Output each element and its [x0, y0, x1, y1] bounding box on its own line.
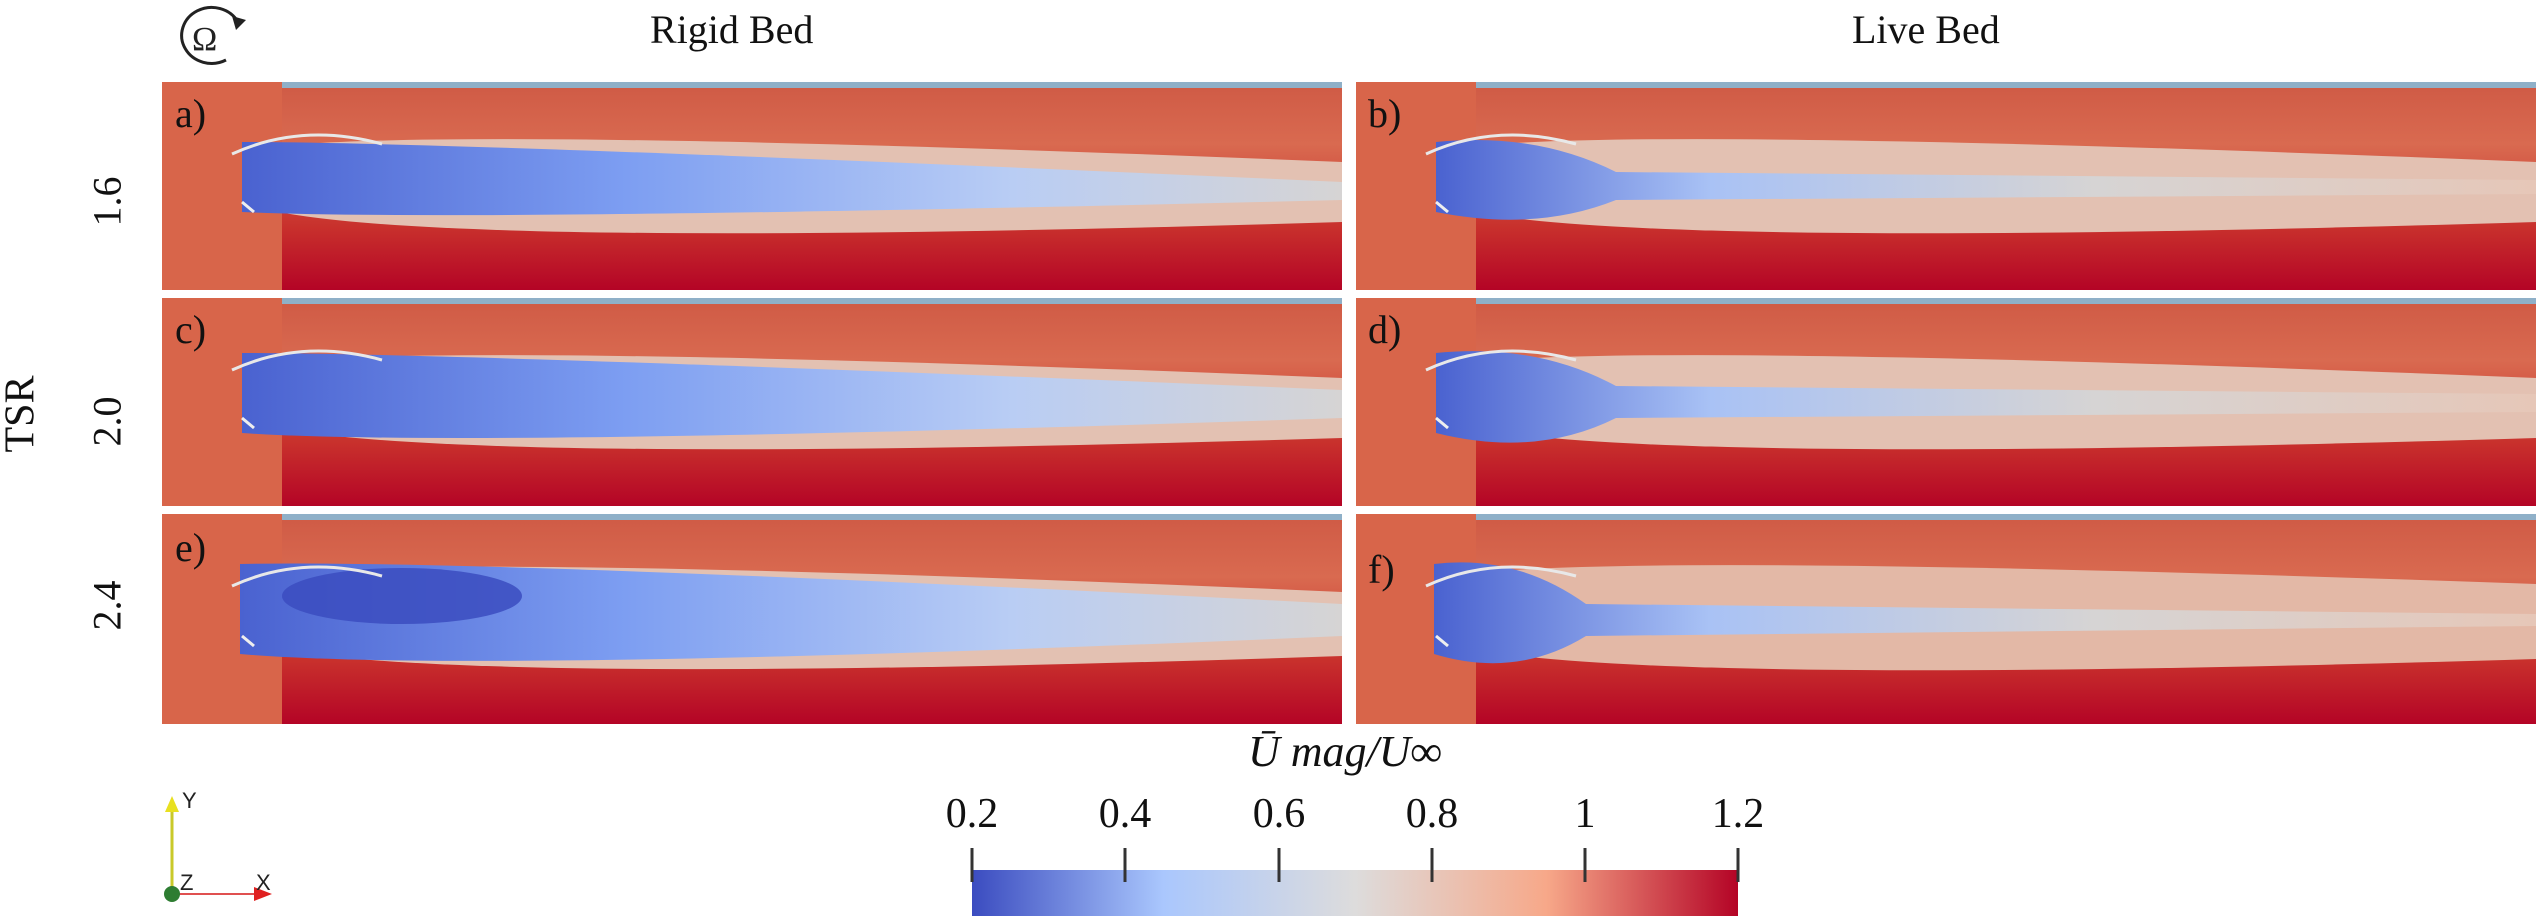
colorbar-tick-5: 1.2 [1711, 791, 1765, 837]
panel-label-c: c) [175, 307, 207, 352]
colorbar-tick-4: 1 [1574, 791, 1596, 837]
panel-label-a: a) [175, 91, 207, 136]
column-title-live: Live Bed [1852, 7, 2000, 52]
axes-triad-icon: Y Z X [164, 790, 272, 902]
colorbar-title: Ū mag/U∞ [1248, 727, 1442, 776]
panel-e [162, 514, 1342, 724]
colorbar [970, 848, 1740, 916]
colorbar-tick-3: 0.8 [1405, 791, 1459, 837]
rotation-direction-icon: Ω [180, 5, 246, 65]
omega-symbol: Ω [192, 21, 217, 58]
axis-y-label: Y [182, 790, 197, 813]
row-label-2: 2.0 [84, 396, 130, 447]
colorbar-tick-1: 0.4 [1098, 791, 1152, 837]
y-axis-label: TSR [0, 375, 44, 453]
panel-f [1356, 514, 2536, 724]
axis-x-label: X [256, 870, 271, 895]
panel-label-f: f) [1368, 547, 1395, 592]
colorbar-tick-0: 0.2 [945, 791, 999, 837]
row-label-3: 2.4 [84, 580, 130, 631]
row-label-1: 1.6 [84, 176, 130, 227]
panel-b [1356, 82, 2536, 290]
panel-a [162, 82, 1342, 290]
panel-d [1356, 298, 2536, 506]
panel-label-d: d) [1368, 307, 1402, 352]
column-title-rigid: Rigid Bed [650, 7, 814, 52]
panel-c [162, 298, 1342, 506]
colorbar-tick-2: 0.6 [1252, 791, 1306, 837]
axis-z-label: Z [180, 870, 193, 895]
panel-label-e: e) [175, 525, 207, 570]
panel-label-b: b) [1368, 91, 1402, 136]
